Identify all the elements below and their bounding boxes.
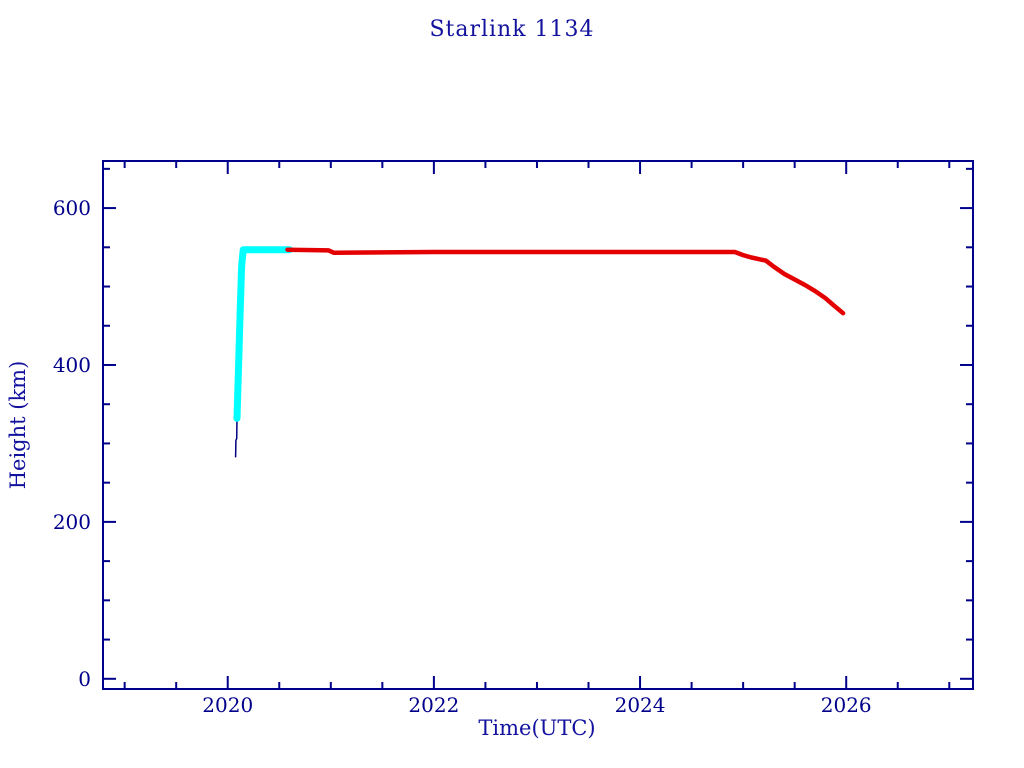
x-tick-label: 2026	[821, 693, 872, 717]
plot-border	[102, 160, 974, 690]
x-tick-label: 2024	[615, 693, 666, 717]
x-tick-label: 2022	[408, 693, 459, 717]
chart-title: Starlink 1134	[429, 17, 595, 42]
y-tick-label: 200	[53, 510, 91, 534]
y-tick-label: 0	[78, 667, 91, 691]
on-station-decay-line	[285, 247, 846, 316]
y-tick-label: 600	[53, 196, 91, 220]
y-tick-label: 400	[53, 353, 91, 377]
x-tick-label: 2020	[202, 693, 253, 717]
x-axis-label: Time(UTC)	[478, 716, 596, 740]
launch-ascent-line	[234, 417, 238, 458]
orbit-raise-line	[233, 246, 294, 422]
